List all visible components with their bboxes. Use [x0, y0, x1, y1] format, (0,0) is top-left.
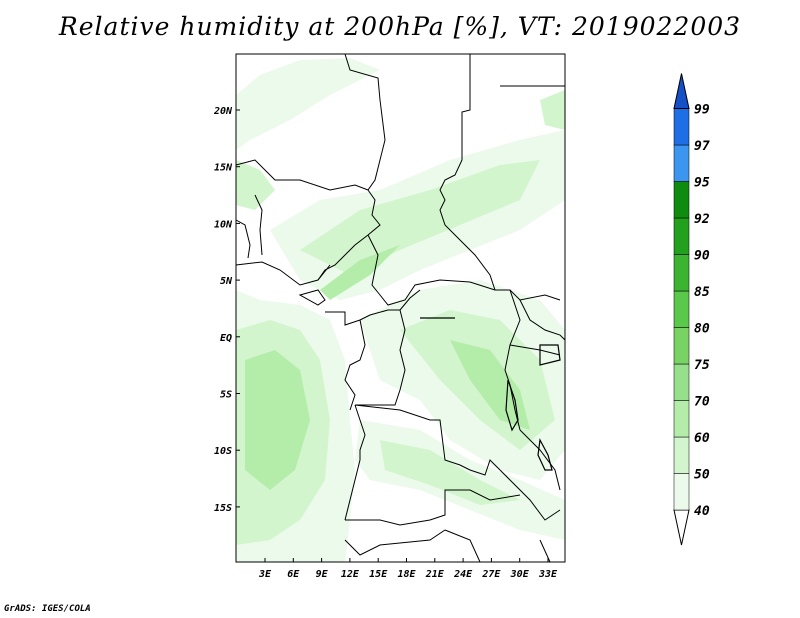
border-angola-namibia — [345, 489, 521, 526]
lon-label: 33E — [538, 569, 558, 580]
rh-central-60 — [450, 340, 530, 430]
colorbar-label: 60 — [694, 431, 710, 446]
lake-malawi — [537, 438, 553, 471]
colorbar-label: 75 — [694, 358, 710, 373]
colorbar-label: 90 — [694, 249, 710, 264]
rh-area-60-west — [245, 350, 310, 490]
colorbar-segment — [673, 217, 690, 255]
border-zambia — [499, 469, 561, 521]
lat-label: 10N — [214, 219, 233, 230]
border-angola — [344, 404, 366, 521]
rh-band-50 — [300, 160, 540, 275]
lon-label: 9E — [316, 569, 329, 580]
lake-volta-fragment — [298, 289, 326, 306]
colorbar-label: 99 — [694, 103, 710, 118]
colorbar-label: 50 — [694, 468, 710, 483]
lon-label: 3E — [258, 569, 272, 580]
humidity-shading — [236, 58, 565, 562]
border-car-south — [399, 289, 421, 311]
lon-label: 18E — [397, 569, 416, 580]
lat-label: 5N — [220, 276, 233, 287]
lat-label: 15S — [214, 503, 232, 514]
border-botswana — [444, 529, 481, 563]
colorbar-segment — [673, 473, 690, 511]
map-panel — [235, 53, 566, 563]
lat-axis: 20N 15N 10N 5N EQ 5S 10S 15S — [213, 106, 240, 514]
border-drc-west — [355, 309, 406, 406]
lat-label: 5S — [220, 390, 232, 401]
border-togo — [235, 219, 251, 259]
lon-axis: 3E 6E 9E 12E 15E 18E 21E 24E 27E 30E 33E — [258, 558, 558, 580]
lake-tanganyika — [505, 379, 519, 432]
border-tanzania-zambia — [519, 429, 561, 491]
border-benin — [254, 194, 263, 256]
rh-ne-50 — [540, 90, 565, 130]
grads-credit: GrADS: IGES/COLA — [4, 604, 91, 614]
colorbar-label: 97 — [694, 139, 710, 154]
lon-label: 12E — [341, 569, 360, 580]
lake-victoria — [539, 344, 561, 366]
colorbar-lower-triangle — [673, 509, 690, 546]
border-namibia — [344, 529, 446, 556]
colorbar-label: 85 — [694, 285, 710, 300]
border-sudan — [439, 54, 561, 301]
colorbar-label: 95 — [694, 176, 710, 191]
colorbar-label: 40 — [694, 504, 710, 519]
lon-label: 24E — [453, 569, 473, 580]
lon-label: 30E — [510, 569, 530, 580]
lat-label: 20N — [213, 106, 233, 117]
colorbar-segment — [673, 254, 690, 292]
colorbar: 40 50 60 70 75 80 85 90 92 95 97 99 — [673, 73, 710, 546]
rh-south-50 — [380, 440, 520, 505]
colorbar-label: 92 — [694, 212, 710, 227]
border-nigeria-cameroon — [317, 234, 369, 281]
colorbar-upper-triangle — [673, 73, 690, 109]
rh-nw-40 — [236, 58, 380, 150]
border-libya-niger-chad — [344, 53, 386, 236]
rh-band-60 — [320, 245, 400, 300]
lat-label: 10S — [214, 446, 232, 457]
rh-w-50 — [236, 160, 275, 210]
border-car — [367, 234, 496, 306]
colorbar-label: 80 — [694, 322, 710, 337]
border-uganda — [519, 299, 566, 341]
map-frame — [235, 53, 566, 563]
border-drc-south — [354, 404, 501, 476]
colorbar-segment — [673, 327, 690, 365]
lon-label: 27E — [481, 569, 501, 580]
colorbar-label: 70 — [694, 395, 710, 410]
colorbar-segment — [673, 181, 690, 219]
map-title: Relative humidity at 200hPa [%], VT: 201… — [58, 12, 742, 41]
border-drc-east — [504, 289, 521, 431]
border-niger-south — [235, 159, 369, 191]
colorbar-segment — [673, 436, 690, 474]
colorbar-segment — [673, 144, 690, 182]
border-congo — [344, 319, 366, 411]
lat-label: EQ — [220, 333, 232, 344]
colorbar-segment — [673, 108, 690, 146]
lon-label: 15E — [369, 569, 388, 580]
lon-label: 21E — [425, 569, 445, 580]
lon-label: 6E — [287, 569, 300, 580]
lakes — [420, 317, 561, 471]
colorbar-segment — [673, 363, 690, 401]
colorbar-segment — [673, 290, 690, 328]
lat-label: 15N — [214, 163, 233, 174]
colorbar-segment — [673, 400, 690, 438]
